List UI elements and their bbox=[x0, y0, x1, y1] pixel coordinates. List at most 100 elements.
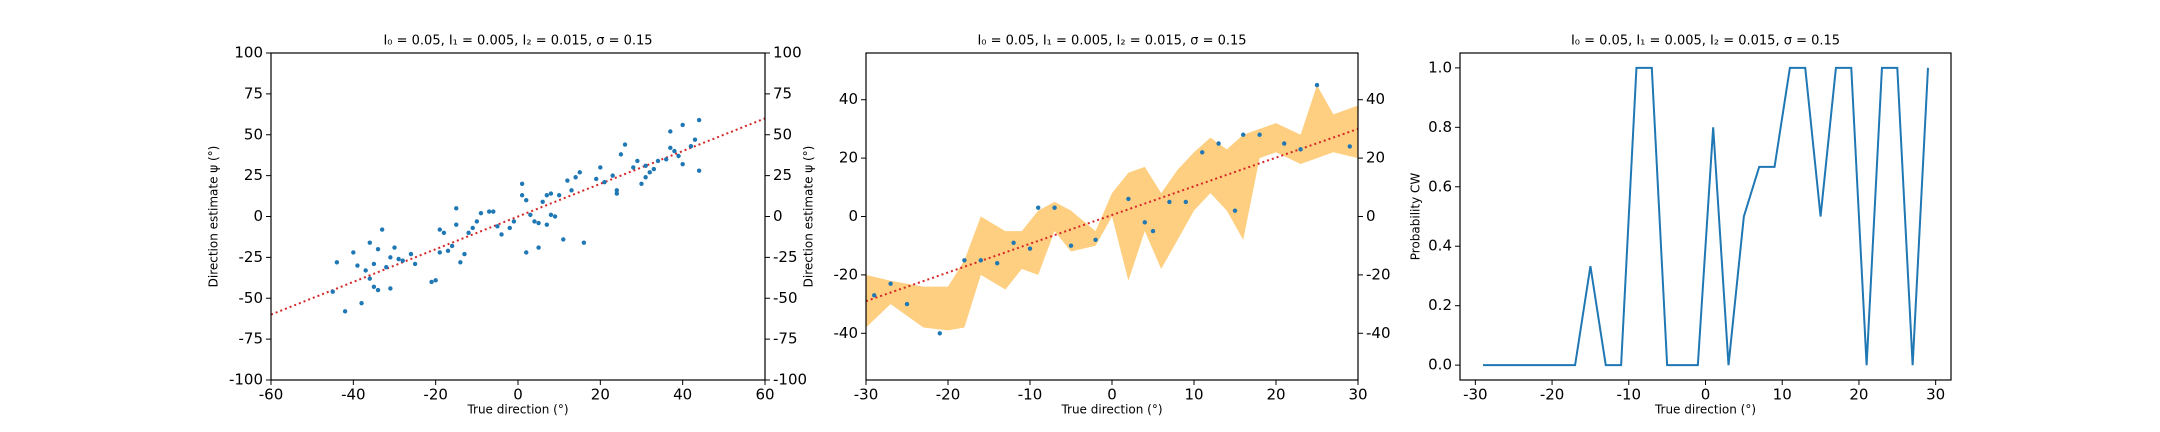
data-point bbox=[429, 279, 434, 285]
y-tick-label: 0 bbox=[253, 207, 263, 225]
data-point bbox=[552, 214, 558, 219]
data-point bbox=[651, 166, 657, 172]
data-point bbox=[437, 250, 442, 255]
data-point bbox=[375, 247, 381, 252]
data-point bbox=[355, 263, 360, 268]
data-point bbox=[462, 251, 467, 257]
y-tick-label: 0 bbox=[848, 207, 858, 225]
data-point bbox=[499, 232, 504, 237]
data-point bbox=[1347, 144, 1353, 149]
data-point bbox=[614, 191, 619, 196]
data-point bbox=[519, 193, 525, 198]
data-point bbox=[872, 293, 877, 298]
x-tick-label: -40 bbox=[341, 386, 366, 404]
data-point bbox=[1282, 141, 1287, 146]
data-point bbox=[454, 206, 459, 211]
plot-area bbox=[271, 117, 765, 316]
data-point bbox=[511, 219, 517, 224]
y-tick-label: 50 bbox=[244, 125, 263, 143]
data-point bbox=[618, 152, 624, 157]
data-point bbox=[1126, 196, 1131, 202]
data-point bbox=[978, 258, 983, 263]
chart-title: I₀ = 0.05, I₁ = 0.005, I₂ = 0.015, σ = 0… bbox=[1571, 34, 1840, 49]
x-tick-label: 0 bbox=[1107, 386, 1117, 404]
data-point bbox=[635, 158, 640, 164]
data-point bbox=[371, 284, 377, 290]
data-point bbox=[524, 250, 529, 255]
data-point bbox=[544, 222, 550, 227]
data-point bbox=[491, 209, 496, 214]
data-point bbox=[388, 255, 393, 260]
data-point bbox=[581, 240, 587, 245]
y2-tick-label: -100 bbox=[773, 371, 807, 389]
data-point bbox=[441, 230, 447, 236]
data-point bbox=[692, 137, 698, 142]
data-point bbox=[363, 268, 368, 273]
data-point bbox=[668, 129, 673, 134]
x-tick-label: 0 bbox=[1701, 386, 1711, 404]
data-point bbox=[433, 278, 438, 283]
data-point bbox=[1068, 243, 1074, 248]
x-tick-label: 20 bbox=[1266, 386, 1285, 404]
data-point bbox=[1232, 208, 1238, 213]
data-point bbox=[602, 179, 607, 185]
x-tick-label: 20 bbox=[1849, 386, 1868, 404]
x-tick-label: 60 bbox=[755, 386, 774, 404]
data-point bbox=[540, 199, 545, 204]
data-point bbox=[396, 256, 401, 262]
data-point bbox=[536, 245, 541, 250]
data-point bbox=[1167, 199, 1172, 205]
fit-line bbox=[866, 127, 1358, 303]
y2-tick-label: 20 bbox=[1366, 149, 1385, 167]
data-point bbox=[528, 212, 533, 218]
x-tick-label: -60 bbox=[259, 386, 284, 404]
x-axis-label: True direction (°) bbox=[466, 403, 568, 417]
data-point bbox=[1150, 228, 1156, 234]
data-point bbox=[544, 193, 550, 198]
data-point bbox=[466, 230, 471, 236]
data-point bbox=[470, 225, 475, 231]
data-point bbox=[1011, 240, 1016, 245]
y-tick-label: 100 bbox=[234, 44, 263, 62]
data-point bbox=[696, 117, 702, 123]
x-tick-label: 20 bbox=[591, 386, 610, 404]
chart-title: I₀ = 0.05, I₁ = 0.005, I₂ = 0.015, σ = 0… bbox=[977, 34, 1246, 49]
y-tick-label: 1.0 bbox=[1428, 58, 1452, 76]
plot-area bbox=[866, 82, 1358, 336]
y2-tick-label: 0 bbox=[1366, 207, 1376, 225]
data-point bbox=[1183, 199, 1189, 205]
data-point bbox=[1241, 132, 1246, 137]
y2-tick-label: -40 bbox=[1366, 324, 1391, 342]
data-point bbox=[680, 122, 685, 128]
data-point bbox=[565, 178, 570, 183]
data-point bbox=[1200, 150, 1205, 155]
x-tick-label: 0 bbox=[513, 386, 523, 404]
data-point bbox=[330, 289, 335, 294]
x-tick-label: -20 bbox=[1540, 386, 1565, 404]
data-point bbox=[408, 251, 414, 257]
data-point bbox=[962, 258, 967, 263]
data-point bbox=[598, 165, 603, 170]
data-point bbox=[937, 331, 942, 336]
data-point bbox=[1052, 205, 1057, 210]
data-point bbox=[647, 170, 652, 175]
x-tick-label: 30 bbox=[1926, 386, 1945, 404]
axes-frame bbox=[1459, 52, 1952, 381]
data-point bbox=[449, 243, 455, 249]
y-tick-label: 0.6 bbox=[1428, 177, 1452, 195]
data-point bbox=[614, 188, 619, 193]
data-point bbox=[474, 219, 480, 224]
plot-area bbox=[1483, 66, 1929, 367]
y-tick-label: 0.0 bbox=[1428, 356, 1452, 374]
data-point bbox=[639, 181, 644, 186]
data-point bbox=[577, 170, 582, 175]
data-point bbox=[437, 227, 442, 232]
data-point bbox=[1142, 220, 1148, 225]
y2-tick-label: -20 bbox=[1366, 265, 1391, 283]
y-axis-label: Probability CW bbox=[1409, 173, 1423, 261]
data-point bbox=[367, 276, 372, 281]
data-point bbox=[458, 260, 463, 265]
x-tick-label: -20 bbox=[423, 386, 448, 404]
y-tick-label: -20 bbox=[834, 265, 859, 283]
